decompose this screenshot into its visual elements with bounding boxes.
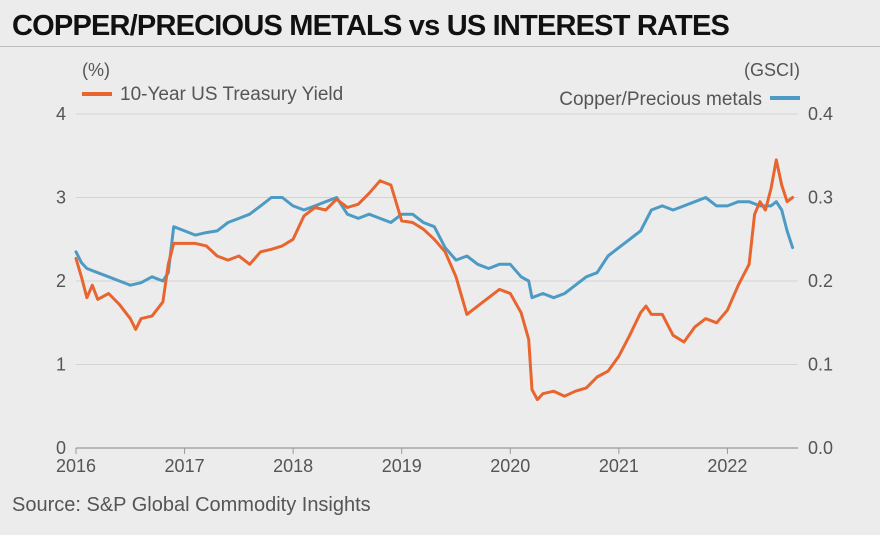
x-tick-label: 2020 bbox=[490, 456, 530, 476]
legend-label-ratio: Copper/Precious metals bbox=[559, 89, 762, 110]
y-right-tick-label: 0.1 bbox=[808, 355, 833, 375]
right-axis-unit: (GSCI) bbox=[744, 60, 800, 80]
y-axis-right: 0.0 0.1 0.2 0.3 0.4 bbox=[808, 104, 833, 458]
chart-title: COPPER/PRECIOUS METALS vs US INTEREST RA… bbox=[12, 10, 730, 42]
y-right-tick-label: 0.4 bbox=[808, 104, 833, 124]
legend-label-yield: 10-Year US Treasury Yield bbox=[120, 84, 343, 105]
x-tick-label: 2021 bbox=[599, 456, 639, 476]
left-axis-unit: (%) bbox=[82, 60, 110, 80]
y-left-tick-label: 0 bbox=[56, 438, 66, 458]
series-line-copper-precious bbox=[74, 196, 795, 300]
plot-lines bbox=[74, 158, 795, 402]
y-right-tick-label: 0.3 bbox=[808, 188, 833, 208]
x-axis: 2016 2017 2018 2019 2020 2021 2022 bbox=[56, 448, 747, 476]
y-left-tick-label: 4 bbox=[56, 104, 66, 124]
y-right-tick-label: 0.2 bbox=[808, 271, 833, 291]
y-axis-left: 0 1 2 3 4 bbox=[56, 104, 66, 458]
y-right-tick-label: 0.0 bbox=[808, 438, 833, 458]
title-divider bbox=[0, 46, 880, 47]
source-note: Source: S&P Global Commodity Insights bbox=[12, 494, 371, 516]
x-tick-label: 2017 bbox=[165, 456, 205, 476]
series-line-treasury-yield bbox=[74, 158, 795, 402]
y-left-tick-label: 3 bbox=[56, 188, 66, 208]
y-left-tick-label: 2 bbox=[56, 271, 66, 291]
x-tick-label: 2019 bbox=[382, 456, 422, 476]
y-left-tick-label: 1 bbox=[56, 355, 66, 375]
gridlines bbox=[76, 113, 798, 449]
x-tick-label: 2018 bbox=[273, 456, 313, 476]
x-tick-label: 2022 bbox=[707, 456, 747, 476]
x-tick-label: 2016 bbox=[56, 456, 96, 476]
